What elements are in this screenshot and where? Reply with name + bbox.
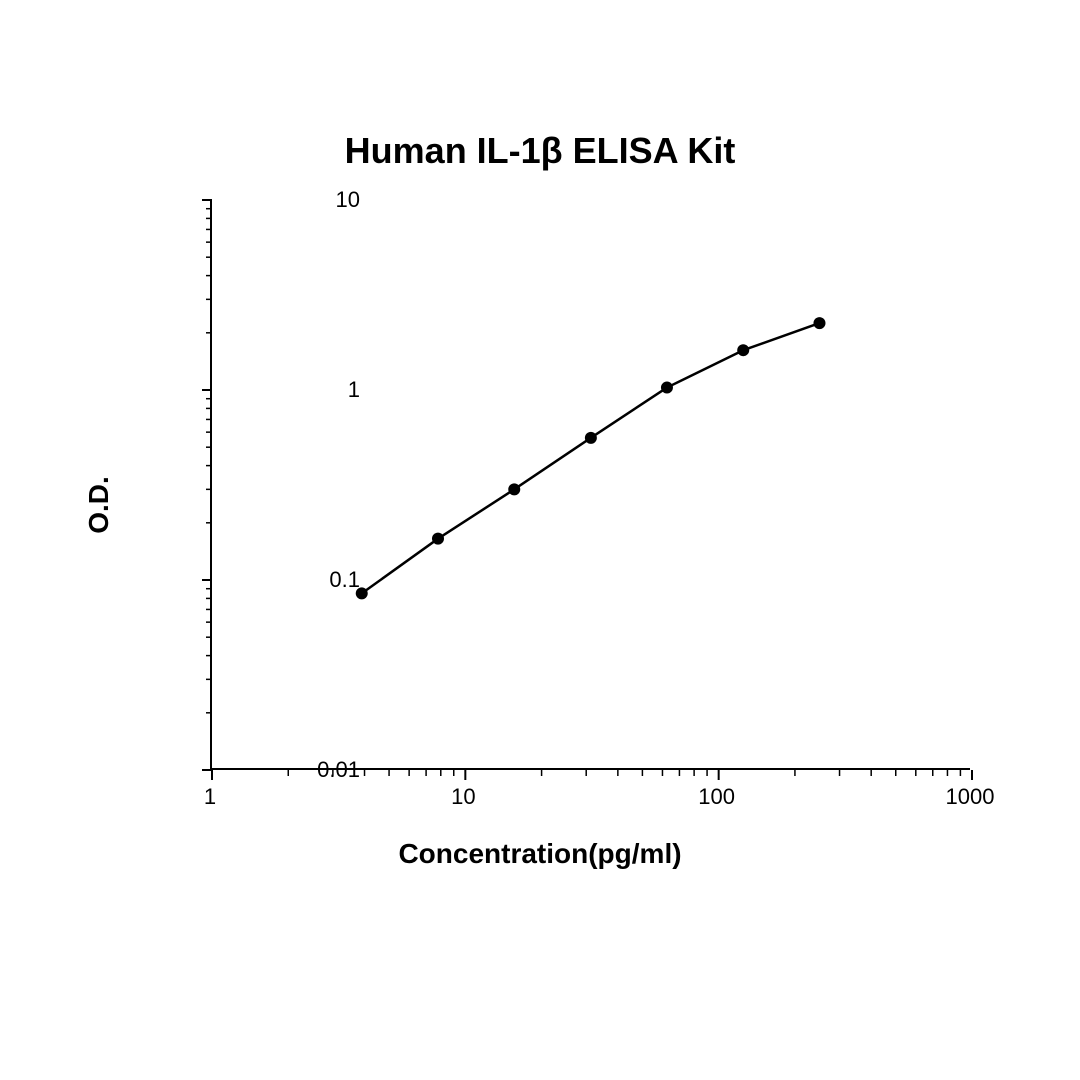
x-tick-label: 10 (423, 784, 503, 810)
chart-title: Human IL-1β ELISA Kit (80, 130, 1000, 172)
x-axis-label: Concentration(pg/ml) (80, 838, 1000, 870)
x-tick-label: 100 (677, 784, 757, 810)
plot-area (210, 200, 970, 770)
y-tick-label: 0.01 (260, 757, 360, 783)
y-tick-label: 10 (260, 187, 360, 213)
plot-svg (212, 200, 970, 768)
chart-container: Human IL-1β ELISA Kit O.D. 0.01 0.1 1 10 1 10… (80, 130, 1000, 880)
y-tick-label: 1 (260, 377, 360, 403)
x-tick-label: 1000 (930, 784, 1010, 810)
y-axis-label: O.D. (83, 476, 115, 534)
y-tick-label: 0.1 (260, 567, 360, 593)
x-tick-label: 1 (170, 784, 250, 810)
